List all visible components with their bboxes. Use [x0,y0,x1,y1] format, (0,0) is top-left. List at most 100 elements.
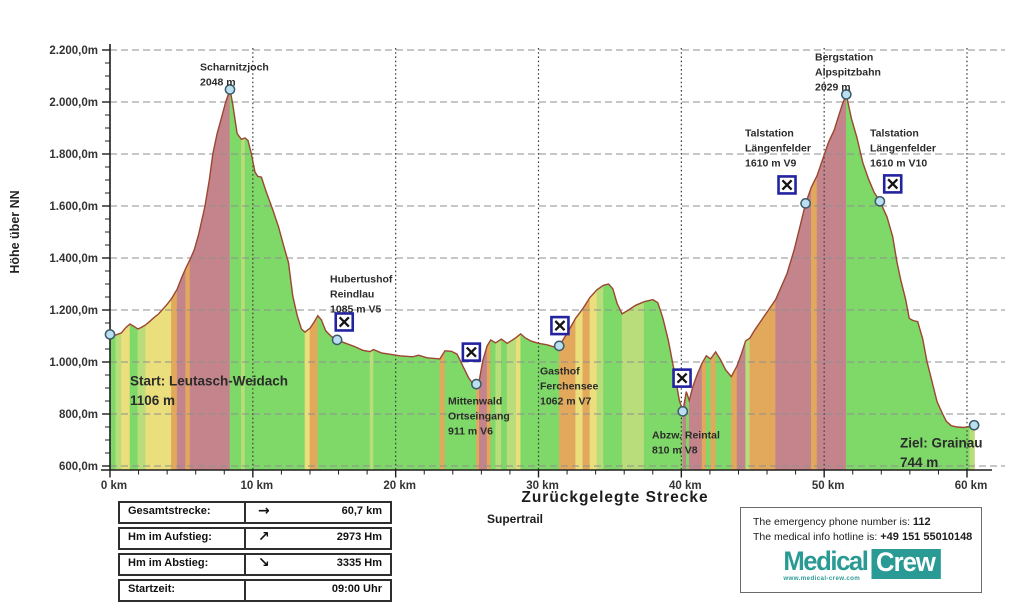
y-tick-label: 600,0m [59,461,98,473]
slope-segment [321,319,327,471]
slope-segment [304,327,311,471]
summary-row-value: 60,7 km [341,505,382,517]
slope-segment [520,333,527,471]
slope-segment [511,336,518,471]
slope-segment [892,236,898,471]
y-tick-label: 1.800,0m [49,149,98,161]
medical-hotline-label: The medical info hotline is: [753,530,881,543]
summary-table-row: Gesamtstrecke: → 60,7 km [118,501,392,524]
y-axis-title: Höhe über NN [8,190,22,274]
summary-row-label: Hm im Aufstieg: [120,529,246,548]
slope-segment [261,177,267,471]
emergency-number-value: 112 [912,516,931,528]
slope-segment [759,311,768,471]
summary-row-value: 2973 Hm [336,531,382,543]
slope-segment [154,313,160,471]
slope-segment [336,339,347,471]
logo-word-crew: Crew [871,549,941,579]
bergstation-label: Bergstation Alpspitzbahn 2029 m [815,52,881,94]
slope-segment [194,234,200,471]
summary-row-label: Hm im Abstieg: [120,555,246,574]
x-tick-label: 50 km [812,480,845,492]
slope-segment [468,376,475,471]
slope-segment [745,337,751,471]
slope-segment [566,317,577,471]
slope-segment [482,345,488,471]
summary-row-value-cell: 09:00 Uhr [246,581,390,600]
y-tick-label: 1.200,0m [49,305,98,317]
slope-segment [879,201,888,471]
summary-row-value-cell: ↗ 2973 Hm [246,529,390,548]
axes: 2.200,0m 2.000,0m 1.800,0m 1.600,0m 1.400,0m… [49,44,992,492]
horizontal-gridlines [110,49,1005,467]
medical-crew-logo: Medical www.medical-crew.com Crew [758,548,965,582]
summary-table-row: Hm im Abstieg: ↘ 3335 Hm [118,553,392,576]
scharnitzjoch-label: Scharnitzjoch 2048 m [200,62,269,89]
slope-segment [181,268,187,471]
slope-segment [833,116,840,471]
emergency-box: The emergency phone number is: 112 The m… [740,507,982,593]
slope-segment [701,354,707,471]
waypoint-marker-hubertushof-reindlau-v5 [331,334,343,346]
summary-row-value: 09:00 Uhr [331,583,382,595]
slope-segment [706,355,712,471]
summary-table-row: Startzeit: 09:00 Uhr [118,579,392,602]
slope-segment [189,249,195,471]
hubertushof-label: Hubertushof Reindlau 1085 m V5 [330,274,393,316]
slope-segment [715,351,722,471]
x-tick-label: 60 km [955,480,988,492]
slope-segment [749,329,755,471]
slope-segment [501,338,508,471]
waypoint-markers [104,84,980,431]
flag-x-stroke [676,372,688,384]
slope-segment [204,179,210,471]
slope-segment [616,303,623,471]
slope-segment [531,340,540,471]
slope-segment [331,336,338,471]
slope-segment [799,203,807,471]
summary-table: Gesamtstrecke: → 60,7 km Hm im Aufstieg: ↗ 29… [118,501,392,605]
flag-v5-icon [334,312,355,332]
x-tick-label: 40 km [669,480,702,492]
arrow-down-right-icon: ↘ [258,555,270,571]
slope-segment [596,284,605,471]
slope-segment [741,340,747,471]
slope-segment [766,298,777,471]
slope-segment [608,283,614,471]
x-tick-label: 30 km [526,480,559,492]
slope-segment [292,296,298,471]
y-tick-label: 2.000,0m [49,97,98,109]
slope-segment [198,205,206,471]
slope-segment [221,101,227,471]
slope-segment [225,89,231,471]
waypoint-marker-start [104,329,116,340]
slope-segment [886,216,894,471]
slope-segment [185,259,191,471]
slope-segment [272,209,280,471]
annotations: Scharnitzjoch 2048 m Start: Leutasch-Weida… [130,52,983,471]
mittenwald-label: Mittenwald Ortseingang 911 m V6 [448,396,510,438]
arrow-up-right-icon: ↗ [258,529,270,545]
y-tick-label: 800,0m [59,409,98,421]
flag-x-stroke [554,320,566,332]
slope-segment [781,273,788,471]
summary-row-value-cell: → 60,7 km [246,503,390,522]
waypoint-marker-ziel-grainau [968,419,980,431]
slope-segment [278,226,284,471]
slope-segment [506,340,513,471]
slope-segment [121,327,127,471]
slope-segment [216,118,223,471]
slope-segment [516,333,522,471]
medical-hotline-line: The medical info hotline is: +49 151 550… [753,530,972,545]
slope-segment [232,104,238,471]
slope-segment [381,352,394,471]
slope-segment [353,346,364,471]
slope-segment [309,320,315,471]
flag-v7-icon [550,315,570,336]
slope-segment [753,321,761,471]
abzw-reintal-label: Abzw. Reintal 810 m V8 [652,430,720,457]
waypoint-marker-abzw-reintal-v8 [677,406,689,417]
slope-segment [612,288,618,471]
